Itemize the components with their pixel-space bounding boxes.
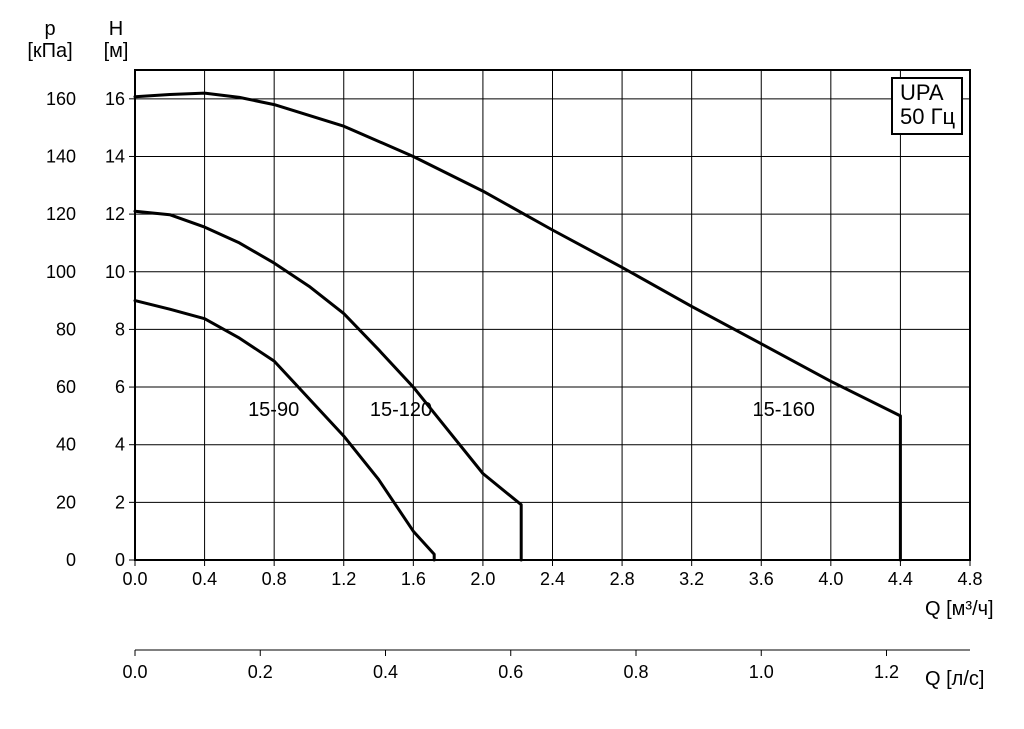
y-tick-label-p: 100 [46, 262, 76, 282]
y-axis-label-h: H [109, 18, 123, 40]
x2-tick-label: 1.2 [874, 662, 899, 682]
y-tick-label-h: 4 [115, 435, 125, 455]
y-tick-label-p: 80 [56, 319, 76, 339]
x-tick-label: 2.0 [470, 569, 495, 589]
y-tick-label-h: 10 [105, 262, 125, 282]
info-box-line: UPA [900, 80, 944, 105]
x-tick-label: 0.0 [122, 569, 147, 589]
x-tick-label: 4.8 [957, 569, 982, 589]
y-axis-label-h: [м] [104, 40, 129, 62]
y-tick-label-h: 0 [115, 550, 125, 570]
x-tick-label: 2.4 [540, 569, 565, 589]
x-tick-label: 4.0 [818, 569, 843, 589]
y-tick-label-h: 14 [105, 146, 125, 166]
x-tick-label: 1.6 [401, 569, 426, 589]
x-tick-label: 3.2 [679, 569, 704, 589]
x2-tick-label: 0.0 [122, 662, 147, 682]
x-tick-label: 2.8 [610, 569, 635, 589]
y-tick-label-h: 6 [115, 377, 125, 397]
pump-curve-chart: 0.0 0.4 0.8 1.2 1.6 2.0 2.4 2.8 3.2 3.6 4.0 4.4 4.8 Q… [0, 0, 1024, 729]
y-tick-label-p: 60 [56, 377, 76, 397]
x-axis-label-m3h: Q [м³/ч] [925, 598, 994, 620]
x-tick-label: 1.2 [331, 569, 356, 589]
x-tick-label: 0.8 [262, 569, 287, 589]
x2-tick-label: 1.0 [749, 662, 774, 682]
y-axis-label-p: p [44, 18, 55, 40]
y-tick-label-p: 120 [46, 204, 76, 224]
y-tick-label-p: 40 [56, 435, 76, 455]
x2-tick-label: 0.8 [623, 662, 648, 682]
y-tick-label-h: 2 [115, 492, 125, 512]
y-tick-label-p: 20 [56, 492, 76, 512]
x-tick-label: 4.4 [888, 569, 913, 589]
x2-tick-label: 0.6 [498, 662, 523, 682]
y-tick-label-h: 8 [115, 319, 125, 339]
y-tick-label-p: 0 [66, 550, 76, 570]
x-tick-label: 0.4 [192, 569, 217, 589]
curve-label-15-120: 15-120 [370, 399, 432, 421]
x-axis-label-ls: Q [л/с] [925, 668, 984, 690]
y-tick-label-h: 16 [105, 89, 125, 109]
x2-tick-label: 0.4 [373, 662, 398, 682]
x2-tick-label: 0.2 [248, 662, 273, 682]
curve-label-15-90: 15-90 [248, 399, 299, 421]
chart-bg [0, 0, 1024, 729]
x-tick-label: 3.6 [749, 569, 774, 589]
y-axis-label-p: [кПа] [27, 40, 72, 62]
y-tick-label-p: 160 [46, 89, 76, 109]
y-tick-label-h: 12 [105, 204, 125, 224]
curve-label-15-160: 15-160 [753, 399, 815, 421]
y-tick-label-p: 140 [46, 146, 76, 166]
info-box-line: 50 Гц [900, 104, 955, 129]
